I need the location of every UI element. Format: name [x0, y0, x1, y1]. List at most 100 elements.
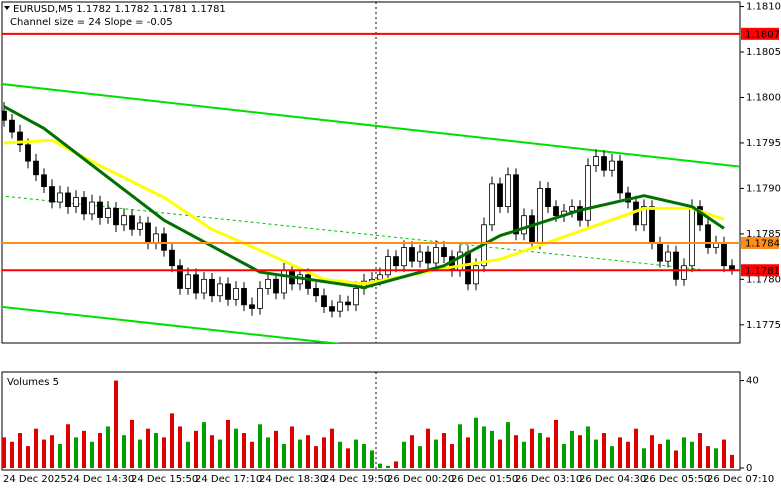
price-label-box [741, 264, 779, 277]
volume-bar [306, 435, 310, 468]
candle-body [513, 174, 519, 235]
candle-body [353, 288, 359, 306]
volume-bar [354, 439, 358, 468]
candle-body [521, 215, 527, 235]
candle-body [65, 192, 71, 208]
candle-body [281, 269, 287, 294]
candle-body [497, 183, 503, 208]
x-tick-label: 26 Dec 00:20 [387, 474, 454, 485]
volume-bar [378, 463, 382, 468]
volume-bar [146, 428, 150, 468]
candle-body [73, 197, 79, 208]
x-tick-label: 24 Dec 14:30 [67, 474, 134, 485]
volume-bar [242, 433, 246, 468]
x-tick-label: 24 Dec 2025 [3, 474, 67, 485]
candle-body [233, 288, 239, 300]
volume-bar [130, 419, 134, 468]
volume-bar [474, 417, 478, 468]
volume-bar [370, 450, 374, 468]
volume-bar [234, 428, 238, 468]
candle-body [137, 222, 143, 230]
volume-bar [186, 441, 190, 468]
price-label: 1.1784 [745, 238, 780, 249]
volume-bar [466, 437, 470, 468]
volume-bar [698, 433, 702, 468]
candle-body [273, 278, 279, 294]
candle-body [617, 160, 623, 194]
volume-bar [106, 426, 110, 468]
channel-line [2, 305, 341, 343]
volume-bar [362, 443, 366, 468]
candle-body [593, 156, 599, 167]
y-tick-label: 1.1795 [746, 138, 781, 149]
volume-bar [298, 439, 302, 468]
volume-bar [330, 428, 334, 468]
x-tick-label: 24 Dec 15:50 [131, 474, 198, 485]
candle-body [9, 119, 15, 133]
volume-bar [610, 446, 614, 468]
candle-body [177, 265, 183, 289]
volume-bar [682, 437, 686, 468]
volume-bar [538, 433, 542, 468]
volume-bar [202, 422, 206, 468]
volume-bar [434, 439, 438, 468]
x-tick-label: 26 Dec 05:50 [643, 474, 710, 485]
volume-bar [98, 433, 102, 468]
x-tick-label: 26 Dec 04:30 [579, 474, 646, 485]
candle-body [657, 242, 663, 262]
candle-body [313, 288, 319, 297]
candle-body [41, 174, 47, 187]
volume-bar [138, 439, 142, 468]
x-tick-label: 24 Dec 18:30 [259, 474, 326, 485]
y-tick-label: 1.1780 [746, 274, 781, 285]
candle-body [673, 251, 679, 280]
price-label-box [741, 27, 779, 40]
candle-body [321, 295, 327, 308]
symbol-marker [4, 6, 10, 10]
x-tick-label: 26 Dec 07:10 [707, 474, 774, 485]
price-label: 1.1781 [745, 266, 780, 277]
volume-bar [122, 435, 126, 468]
volume-bar [730, 454, 734, 468]
volume-bar [522, 441, 526, 468]
volume-bar [386, 465, 390, 468]
volume-bar [634, 428, 638, 468]
volume-bar [170, 413, 174, 468]
candle-body [473, 265, 479, 285]
candle-body [241, 288, 247, 306]
volume-bar [506, 422, 510, 468]
y-tick-label: 1.1785 [746, 229, 781, 240]
candle-body [337, 301, 343, 312]
candle-body [121, 215, 127, 226]
volume-bar [626, 441, 630, 468]
volume-bar [322, 437, 326, 468]
volume-bar [602, 433, 606, 468]
volume-bar [570, 430, 574, 468]
volume-bar [450, 443, 454, 468]
candle-body [553, 206, 559, 217]
volume-bar [490, 430, 494, 468]
chart-title: EURUSD,M5 1.1782 1.1782 1.1781 1.1781 [13, 4, 226, 15]
volume-bar [674, 450, 678, 468]
volume-bar [690, 441, 694, 468]
volume-bar [402, 441, 406, 468]
candle-body [89, 201, 95, 215]
volume-bar [650, 435, 654, 468]
candle-body [601, 156, 607, 171]
candle-body [169, 249, 175, 267]
moving-average [3, 138, 725, 286]
volume-bar [314, 446, 318, 468]
candle-body [433, 247, 439, 264]
volume-bar [210, 435, 214, 468]
candle-body [697, 206, 703, 226]
volume-bar [50, 435, 54, 468]
candle-body [721, 242, 727, 267]
candle-body [225, 283, 231, 300]
candle-body [249, 304, 255, 309]
y-tick-label: 1.1810 [746, 2, 781, 13]
volume-bar [250, 441, 254, 468]
price-label: 1.1807 [745, 29, 780, 40]
candle-body [97, 201, 103, 218]
candle-body [81, 197, 87, 215]
candle-body [129, 215, 135, 230]
